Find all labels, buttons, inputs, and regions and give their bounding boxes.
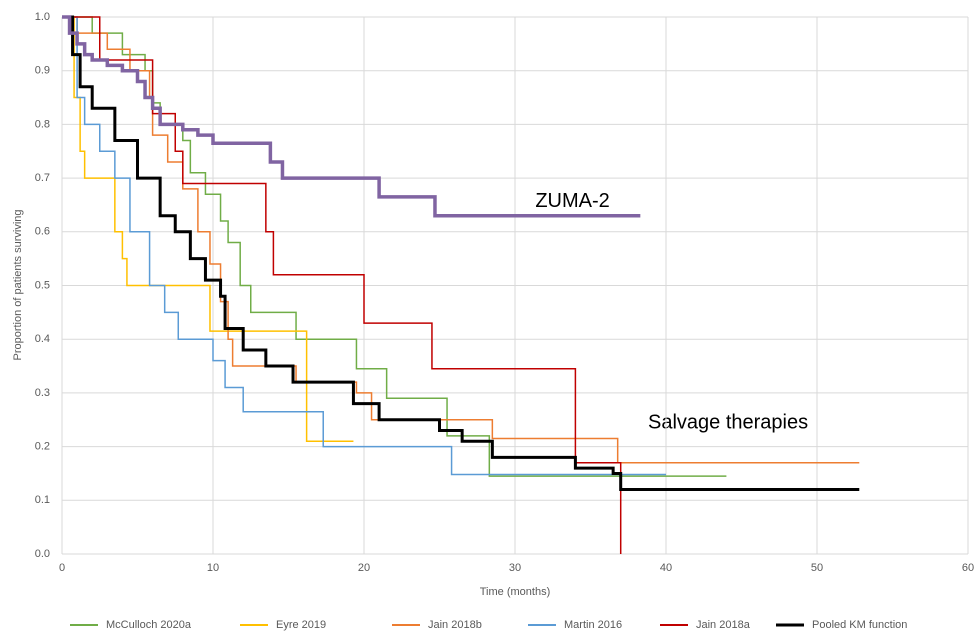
y-tick-label: 0.1 bbox=[35, 494, 50, 506]
y-tick-label: 0.4 bbox=[35, 333, 50, 345]
y-tick-label: 0.7 bbox=[35, 172, 50, 184]
x-axis-title: Time (months) bbox=[480, 586, 551, 598]
x-tick-label: 0 bbox=[59, 562, 65, 574]
series-line bbox=[62, 15, 860, 492]
x-tick-label: 50 bbox=[811, 562, 823, 574]
x-tick-label: 40 bbox=[660, 562, 672, 574]
legend-label: Martin 2016 bbox=[564, 619, 622, 631]
y-tick-label: 0.6 bbox=[35, 226, 50, 238]
legend-label: Eyre 2019 bbox=[276, 619, 326, 631]
series-line bbox=[62, 16, 727, 477]
series-line bbox=[62, 16, 622, 554]
series-line bbox=[62, 16, 860, 464]
y-tick-label: 0.3 bbox=[35, 387, 50, 399]
x-tick-label: 10 bbox=[207, 562, 219, 574]
x-tick-label: 20 bbox=[358, 562, 370, 574]
y-tick-label: 1.0 bbox=[35, 11, 50, 23]
y-tick-label: 0.2 bbox=[35, 441, 50, 453]
legend-label: McCulloch 2020a bbox=[106, 619, 192, 631]
y-tick-label: 0.8 bbox=[35, 118, 50, 130]
annotation: Salvage therapies bbox=[648, 411, 808, 433]
series-line bbox=[62, 16, 666, 476]
y-axis-title: Proportion of patients surviving bbox=[12, 209, 24, 360]
series-line bbox=[62, 15, 641, 218]
series-line bbox=[62, 16, 354, 442]
x-tick-label: 60 bbox=[962, 562, 974, 574]
legend-label: Jain 2018b bbox=[428, 619, 482, 631]
legend-label: Pooled KM function bbox=[812, 619, 907, 631]
series-label: ZUMA-2 bbox=[535, 190, 609, 212]
legend-label: Jain 2018a bbox=[696, 619, 751, 631]
y-tick-label: 0.9 bbox=[35, 65, 50, 77]
y-tick-label: 0.0 bbox=[35, 548, 50, 560]
x-tick-label: 30 bbox=[509, 562, 521, 574]
y-tick-label: 0.5 bbox=[35, 279, 50, 291]
